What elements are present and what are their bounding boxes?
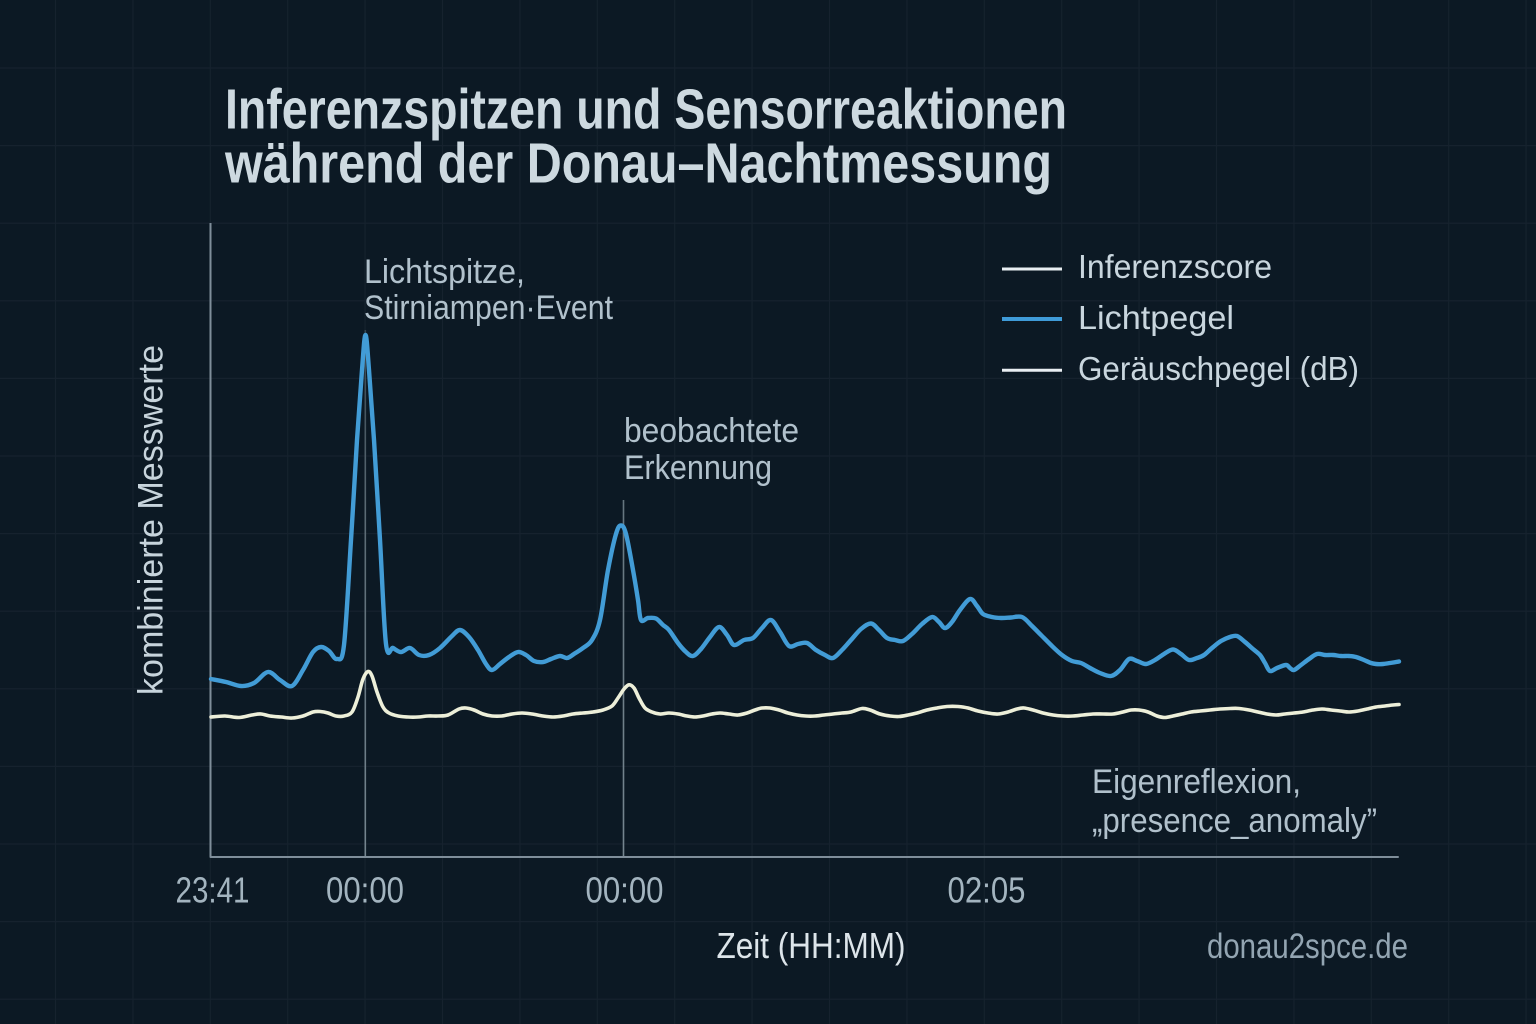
svg-text:23:41: 23:41: [176, 870, 250, 911]
svg-text:beobachtete: beobachtete: [624, 412, 799, 450]
svg-text:Geräuschpegel (dB): Geräuschpegel (dB): [1078, 350, 1359, 387]
svg-text:kombinierte Messwerte: kombinierte Messwerte: [132, 345, 171, 695]
svg-text:„presence_anomaly”: „presence_anomaly”: [1092, 802, 1377, 840]
svg-text:Lichtspitze,: Lichtspitze,: [364, 253, 525, 291]
svg-text:02:05: 02:05: [948, 870, 1026, 911]
svg-text:donau2spce.de: donau2spce.de: [1207, 927, 1408, 966]
svg-text:00:00: 00:00: [326, 870, 404, 911]
svg-text:Zeit (HH:MM): Zeit (HH:MM): [717, 925, 906, 966]
svg-text:Inferenzspitzen und Sensorreak: Inferenzspitzen und Sensorreaktionen: [225, 78, 1067, 142]
svg-text:Eigenreflexion,: Eigenreflexion,: [1092, 763, 1301, 801]
svg-text:während der Donau–Nachtmessung: während der Donau–Nachtmessung: [224, 132, 1052, 196]
svg-text:Erkennung: Erkennung: [624, 449, 772, 487]
svg-text:Inferenzscore: Inferenzscore: [1078, 248, 1272, 285]
svg-text:Lichtpegel: Lichtpegel: [1078, 299, 1234, 336]
svg-text:00:00: 00:00: [586, 870, 664, 911]
svg-text:Stirniampen·Event: Stirniampen·Event: [364, 289, 613, 327]
